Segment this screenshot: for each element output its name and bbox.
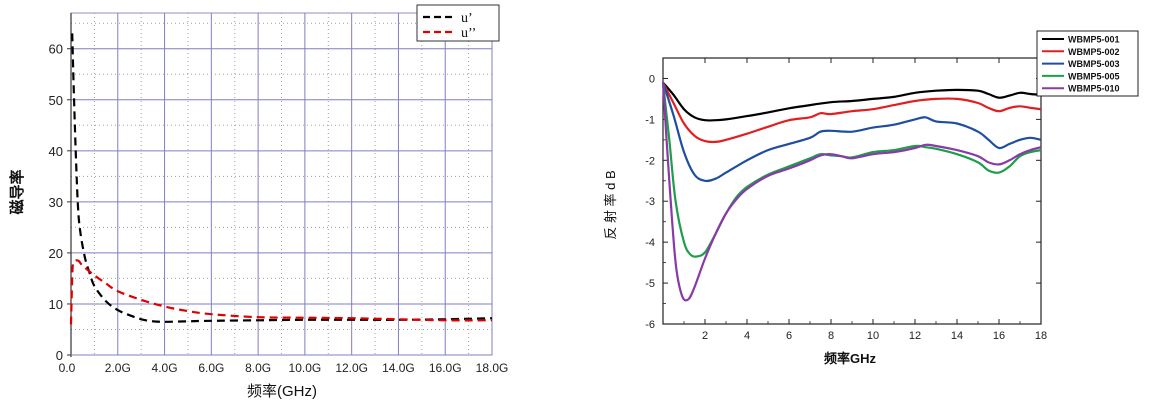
x-tick-label: 6: [786, 330, 792, 342]
y-tick-label: 20: [49, 246, 63, 261]
x-tick-label: 16: [993, 330, 1005, 342]
x-tick-label: 8: [828, 330, 834, 342]
permeability-chart: 0 10 20 30 40 50 60 0.0 2.0G 4.0G 6.0G 8.0G 10.0G 12.…: [8, 4, 509, 400]
plot-frame: [662, 57, 1042, 325]
legend-box: [416, 4, 500, 42]
x-axis-label: 频率GHz: [824, 351, 877, 366]
axes: [67, 13, 492, 357]
y-tick-label: -3: [645, 196, 655, 208]
series-line-wbmp5-002: [662, 82, 1042, 144]
x-tick-label: 2: [702, 330, 708, 342]
y-tick-label: 0: [56, 348, 63, 363]
x-tick-label: 18.0G: [476, 361, 509, 375]
series-group: [69, 33, 493, 325]
legend: WBMP5-001 WBMP5-002 WBMP5-003 WBMP5-005 WBMP…: [1036, 30, 1139, 97]
y-tick-label: 60: [49, 42, 63, 57]
x-tick-label: 8.0G: [245, 361, 271, 375]
y-tick-label: -5: [645, 278, 655, 290]
grid: [70, 12, 493, 356]
legend: u’u’’: [416, 4, 500, 42]
x-tick-label: 16.0G: [429, 361, 462, 375]
tick-labels: 0 10 20 30 40 50 60 0.0 2.0G 4.0G 6.0G 8.0G 10.0G 12.…: [49, 42, 509, 375]
legend-label: WBMP5-001: [1068, 35, 1120, 45]
x-tick-label: 4: [744, 330, 750, 342]
x-tick-label: 12.0G: [335, 361, 368, 375]
series-line-u-prime: [71, 33, 493, 323]
y-tick-label: 30: [49, 195, 63, 210]
legend-label: WBMP5-010: [1068, 84, 1120, 94]
y-tick-label: -6: [645, 319, 655, 331]
y-axis-label: 反 射 率 d B: [603, 170, 618, 239]
y-tick-label: 40: [49, 144, 63, 159]
series-group: [661, 81, 1042, 302]
y-axis-label: 磁导率: [8, 169, 26, 214]
x-tick-label: 10.0G: [289, 361, 322, 375]
series-line-wbmp5-010: [661, 82, 1042, 302]
x-axis-label: 频率(GHz): [247, 383, 317, 400]
x-tick-label: 14: [951, 330, 963, 342]
axes: [662, 57, 1042, 325]
reflectivity-chart: 0 -1 -2 -3 -4 -5 -6 2 4 6 8 10 12 14 16 18 反 射 率 d B 频率…: [603, 30, 1139, 366]
legend-label: u’’: [461, 26, 476, 41]
series-line-wbmp5-003: [661, 82, 1042, 183]
x-tick-label: 2.0G: [105, 361, 131, 375]
x-tick-label: 0.0: [59, 361, 76, 375]
x-tick-label: 4.0G: [152, 361, 178, 375]
series-line-u-double-prime: [69, 259, 493, 325]
x-tick-label: 14.0G: [382, 361, 415, 375]
legend-label: u’: [461, 11, 473, 26]
y-tick-label: 10: [49, 297, 63, 312]
series-line-wbmp5-005: [661, 82, 1042, 258]
y-tick-label: -1: [645, 114, 655, 126]
x-tick-label: 18: [1035, 330, 1047, 342]
tick-labels: 0 -1 -2 -3 -4 -5 -6 2 4 6 8 10 12 14 16 18: [645, 73, 1047, 342]
legend-label: WBMP5-005: [1068, 71, 1120, 81]
x-tick-label: 12: [909, 330, 921, 342]
y-tick-label: 0: [649, 73, 655, 85]
y-tick-label: -2: [645, 155, 655, 167]
x-tick-label: 10: [867, 330, 879, 342]
legend-label: WBMP5-002: [1068, 47, 1120, 57]
x-tick-label: 6.0G: [198, 361, 224, 375]
y-tick-label: 50: [49, 93, 63, 108]
legend-label: WBMP5-003: [1068, 59, 1120, 69]
series-line-wbmp5-001: [662, 81, 1042, 122]
y-tick-label: -4: [645, 237, 655, 249]
